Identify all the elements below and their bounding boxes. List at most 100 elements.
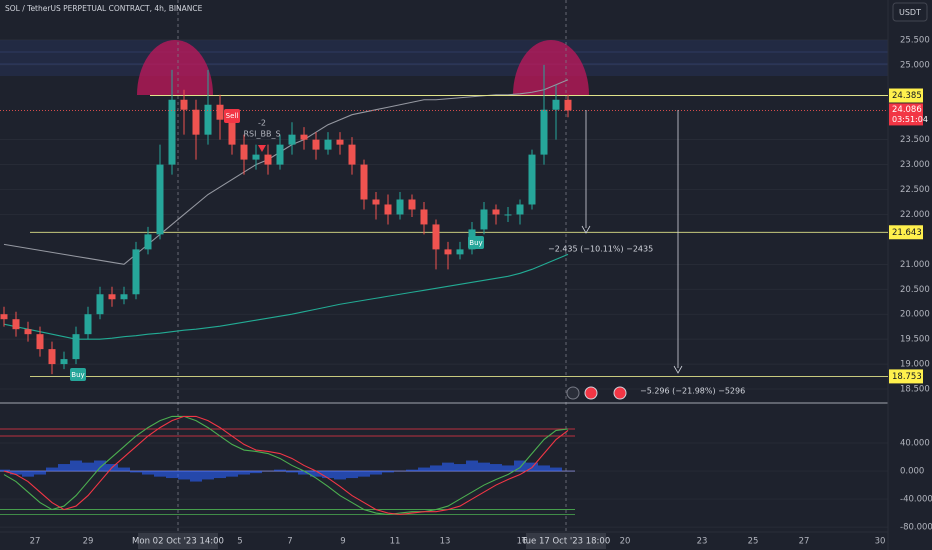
- currency: USDT: [899, 8, 921, 17]
- histogram-bar: [430, 465, 442, 472]
- histogram-bar: [406, 469, 418, 472]
- histogram-bar: [310, 471, 322, 477]
- arrow-head: [673, 365, 683, 374]
- candle-body: [432, 224, 440, 250]
- y-tick-label: -80.000: [900, 523, 932, 533]
- x-tick-label: 16: [517, 537, 528, 547]
- y-tick-label: 18.500: [900, 385, 930, 395]
- x-tick-label: 5: [237, 537, 242, 547]
- candle-body: [96, 294, 104, 315]
- marks: [0, 64, 888, 516]
- buy-label: Buy: [469, 239, 482, 247]
- histogram-bar: [322, 471, 334, 479]
- histogram-bar: [154, 471, 166, 477]
- last-price-box: [889, 103, 923, 126]
- histogram-bar: [70, 460, 82, 472]
- candle-body: [288, 134, 296, 145]
- histogram-bar: [490, 464, 502, 472]
- level-label: 21.643: [892, 228, 922, 238]
- histogram-bar: [550, 467, 562, 472]
- signal-name: RSI_BB_S: [243, 130, 280, 139]
- y-tick-label: 20.500: [900, 285, 930, 295]
- candle-body: [240, 144, 248, 160]
- histogram-bar: [214, 471, 226, 479]
- top-arc: [513, 40, 589, 95]
- x-tick-label: 20: [620, 537, 631, 547]
- candle-body: [276, 144, 284, 165]
- level-label: 18.753: [892, 372, 922, 382]
- event-icon[interactable]: [584, 386, 598, 400]
- x-tick-label: 9: [340, 537, 345, 547]
- histogram-bar: [34, 471, 46, 475]
- candle-body: [72, 334, 80, 360]
- candle-body: [168, 99, 176, 165]
- candle-body: [48, 349, 56, 365]
- histogram-bar: [10, 471, 22, 475]
- y-tick-label: 25.000: [900, 60, 930, 70]
- sell-label: Sell: [226, 112, 239, 120]
- candle-body: [120, 294, 128, 300]
- histogram-bar: [286, 471, 298, 473]
- currency-button[interactable]: [892, 2, 928, 22]
- event-icon[interactable]: [613, 386, 627, 400]
- candle-body: [564, 99, 572, 111]
- y-tick-label: 21.000: [900, 260, 930, 270]
- candle-body: [12, 319, 20, 330]
- histogram-bar: [202, 471, 214, 480]
- candle-body: [312, 139, 320, 150]
- candle-body: [420, 209, 428, 225]
- candle-body: [228, 119, 236, 145]
- x-tick-label: 7: [287, 537, 292, 547]
- histogram-bar: [298, 471, 310, 475]
- y-tick-label: 22.500: [900, 185, 930, 195]
- y-tick-label: 0.000: [900, 467, 924, 477]
- y-tick-label: 22.000: [900, 210, 930, 220]
- candle-body: [144, 234, 152, 250]
- y-tick-label: 19.500: [900, 335, 930, 345]
- histogram-bar: [142, 471, 154, 475]
- axes: 25.500 25.000 23.500 23.000 22.500 22.000 21.0…: [30, 35, 932, 549]
- histogram-bar: [166, 471, 178, 479]
- candle-body: [456, 249, 464, 255]
- measure-label: −2.435 (−10.11%) −2435: [548, 245, 653, 254]
- histogram-bar: [346, 471, 358, 479]
- histogram-bar: [250, 471, 262, 474]
- buy-label: Buy: [71, 371, 84, 379]
- histogram-bar: [94, 460, 106, 472]
- candle-body: [480, 209, 488, 230]
- crosshair-label-box: [138, 533, 218, 549]
- event-icon[interactable]: [566, 386, 580, 400]
- histogram-bar: [118, 467, 130, 472]
- candle-body: [60, 359, 68, 365]
- histogram-bar: [130, 471, 142, 473]
- candle-body: [516, 204, 524, 215]
- candle-body: [360, 164, 368, 200]
- candle-body: [540, 109, 548, 155]
- histogram-bar: [538, 465, 550, 472]
- y-tick-label: -40.000: [900, 495, 932, 505]
- candle-body: [252, 154, 260, 160]
- signal-arrow: [258, 145, 266, 152]
- histogram-bar: [274, 469, 286, 472]
- histogram-bar: [46, 467, 58, 472]
- histogram-bar: [382, 471, 394, 473]
- crosshair-label: Tue 17 Oct '23 18:00: [521, 537, 611, 547]
- candle-body: [372, 199, 380, 205]
- histogram-bar: [514, 460, 526, 472]
- histogram-bar: [454, 464, 466, 472]
- candle-body: [192, 109, 200, 135]
- x-tick-label: 25: [748, 537, 759, 547]
- histogram-bar: [226, 471, 238, 477]
- top-arc: [137, 40, 213, 95]
- upper-band: [3, 79, 569, 265]
- candle-body: [492, 209, 500, 215]
- x-tick-label: 13: [440, 537, 451, 547]
- histogram-bar: [58, 464, 70, 472]
- histogram-bar: [22, 471, 34, 477]
- candle-body: [444, 249, 452, 255]
- sell-marker: [224, 109, 240, 123]
- y-tick-label: 23.500: [900, 135, 930, 145]
- candle-body: [324, 139, 332, 150]
